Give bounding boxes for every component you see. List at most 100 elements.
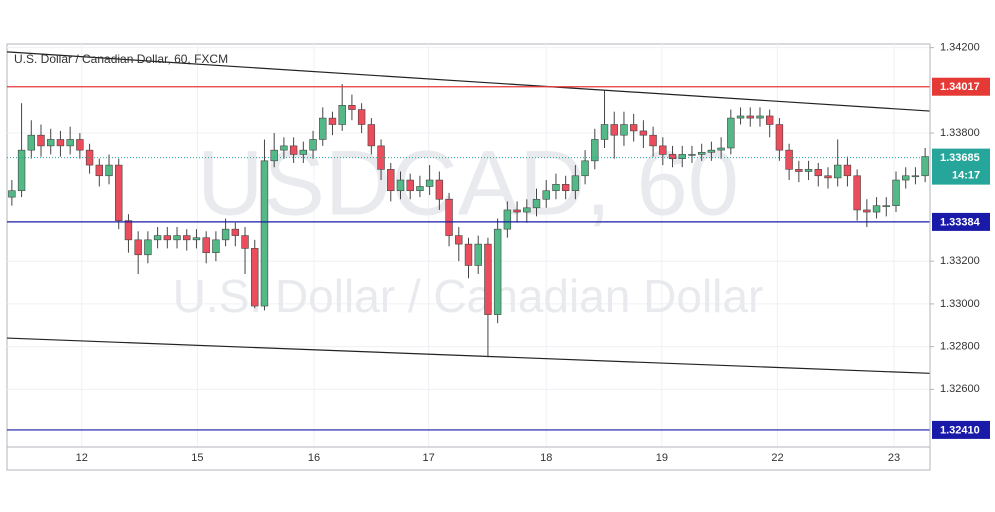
y-tick-label: 1.34200 [940,42,980,54]
x-tick-label: 22 [771,452,783,464]
candle-body [649,134,657,147]
price-label-box [932,77,990,96]
candle-body [280,145,288,151]
y-tick-label: 1.33200 [940,255,980,267]
price-label: 1.34017 [940,81,980,93]
candle-body [697,151,706,155]
candle-body [484,243,492,315]
candle-body [105,164,113,177]
candle-body [85,149,94,166]
candle-body [56,139,65,147]
candle-body [872,205,881,213]
price-label: 1.32410 [940,424,980,436]
candle-body [357,109,366,125]
price-label: 1.33384 [940,216,981,228]
candle-body [911,175,920,178]
candle-body [600,124,609,140]
x-tick-label: 12 [76,452,88,464]
candle-body [493,228,502,315]
candle-body [892,179,900,206]
candle-body [727,117,735,149]
candle-body [707,149,716,153]
candle-body [765,115,774,125]
candle-body [639,130,648,136]
candle-body [212,239,220,253]
candle-body [153,235,162,241]
candle-body [668,154,677,159]
y-tick-label: 1.33800 [940,127,980,139]
candle-body [8,190,16,198]
candle-body [202,237,210,253]
candle-body [95,164,104,177]
candle-body [289,145,298,155]
candle-body [474,243,482,266]
candle-body [795,169,803,172]
candle-body [192,237,201,241]
candle-body [435,179,444,200]
candle-body [445,198,453,236]
candle-body [37,134,45,147]
candle-body [387,169,395,192]
candle-body [76,139,84,151]
candle-body [678,154,686,159]
candle-body [309,139,317,151]
candle-body [824,175,832,179]
candle-body [542,190,550,200]
candle-body [804,169,813,172]
candle-body [921,156,929,177]
x-tick-label: 18 [540,452,552,464]
candle-body [659,145,667,155]
candle-body [416,186,424,192]
candle-body [746,115,754,119]
countdown-label: 14:17 [952,170,980,182]
chart-title: U.S. Dollar / Canadian Dollar, 60, FXCM [14,52,228,66]
candle-body [863,209,871,213]
y-tick-label: 1.33000 [940,298,980,310]
candle-body [581,160,589,177]
candle-body [843,164,852,177]
candle-body [464,243,473,266]
price-label-box [932,420,990,439]
candle-body [756,115,764,119]
candle-body [348,104,356,110]
x-tick-label: 15 [191,452,203,464]
trendline [6,51,931,112]
candle-body [561,184,570,192]
candle-body [27,134,35,151]
candle-body [241,235,249,249]
candle-body [173,235,181,241]
x-tick-label: 17 [423,452,435,464]
y-tick-label: 1.32600 [940,383,980,395]
candle-body [66,139,74,147]
candle-body [629,124,638,132]
candle-body [251,248,259,307]
candle-body [882,205,890,207]
price-label-box [932,212,990,231]
candle-body [902,175,910,181]
candle-body [328,117,337,125]
candle-body [17,149,26,192]
candle-body [455,235,463,245]
candle-body [425,179,434,187]
candle-body [367,124,376,147]
x-tick-label: 23 [888,452,900,464]
candle-body [688,154,696,156]
candle-body [552,184,560,192]
candle-body [260,160,269,307]
candle-body [775,124,784,151]
x-tick-label: 19 [656,452,668,464]
trendline [6,337,931,374]
watermark-subtitle: U.S. Dollar / Canadian Dollar [173,270,764,322]
candle-body [319,117,327,140]
watermark: USDCAD, 60 [197,132,739,234]
current-price-box [932,148,990,185]
candle-body [591,139,599,162]
x-tick-label: 16 [308,452,320,464]
candle-body [532,198,541,209]
candle-body [134,239,142,256]
candle-body [338,104,346,125]
candle-body [377,145,385,170]
candle-body [299,149,308,155]
candle-body [620,124,628,136]
